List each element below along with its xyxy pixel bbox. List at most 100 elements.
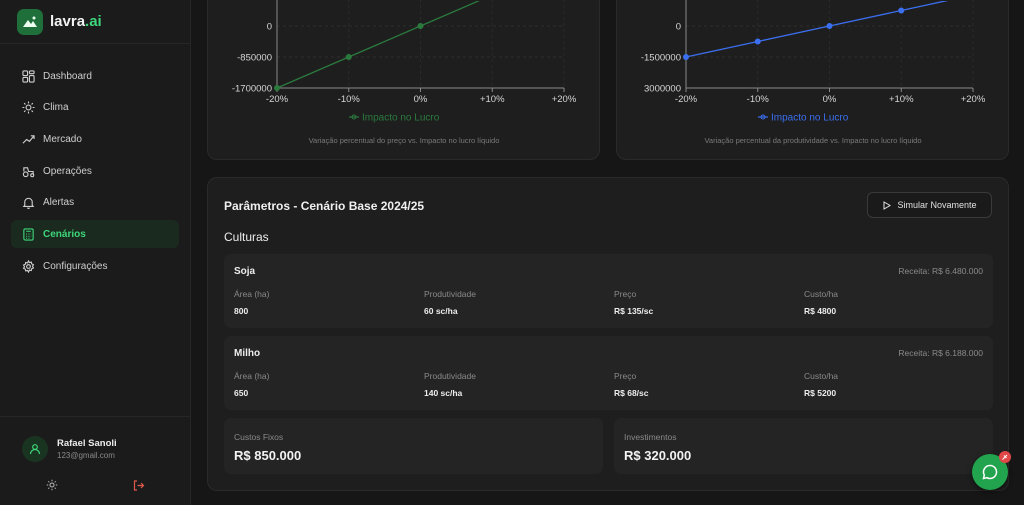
data-point [754,38,761,45]
price-value: R$ 68/sc [614,388,649,398]
sidebar-item-clima[interactable]: Clima [11,94,179,122]
sidebar-item-label: Mercado [43,133,82,145]
x-tick-label: +10% [480,94,505,105]
user-panel: Rafael Sanoli 123@gmail.com [0,416,190,505]
avatar [22,436,48,462]
x-tick-label: -10% [338,94,361,105]
parameters-title: Parâmetros - Cenário Base 2024/25 [224,199,425,213]
price-label: Preço [614,289,637,299]
fixed-costs-value: R$ 850.000 [234,448,302,463]
legend-label: Impacto no Lucro [771,113,849,124]
sidebar-item-alertas[interactable]: Alertas [11,189,179,217]
cost-per-ha-label: Custo/ha [804,289,839,299]
bell-icon [22,198,35,210]
sidebar-item-label: Operações [43,165,92,177]
y-tick-label: 3000000 [644,84,681,95]
productivity-label: Produtividade [424,289,476,299]
investments-value: R$ 320.000 [624,448,692,463]
data-point [898,7,905,14]
crop-revenue: Receita: R$ 6.188.000 [898,348,983,358]
brand[interactable]: lavra.ai [0,0,190,44]
cost-per-ha-value: R$ 4800 [804,306,837,316]
cultures-heading: Culturas [224,230,269,244]
y-tick-label: 0 [267,22,272,33]
crop-name: Soja [234,266,256,277]
productivity-sensitivity-chart: 3000000 -1500000 0 -20% -10% 0% +10% +20% Impact… [641,0,986,145]
sidebar-item-label: Configurações [43,260,108,272]
data-point [417,23,424,29]
price-value: R$ 135/sc [614,306,654,316]
x-tick-label: -20% [675,94,698,105]
crop-revenue: Receita: R$ 6.480.000 [898,266,983,276]
sidebar-item-mercado[interactable]: Mercado [11,125,179,153]
data-point [683,54,689,60]
parameters-card: Parâmetros - Cenário Base 2024/25 Simula… [207,177,1009,491]
sidebar-item-label: Cenários [43,228,86,240]
chart-caption: Variação percentual da produtividade vs.… [704,136,921,145]
y-tick-label: -850000 [237,53,272,64]
chart-caption: Variação percentual do preço vs. Impacto… [309,136,500,145]
productivity-sensitivity-card: 3000000 -1500000 0 -20% -10% 0% +10% +20% Impact… [616,0,1009,160]
y-tick-label: -1700000 [232,84,272,95]
sidebar-item-label: Dashboard [43,70,92,82]
cost-per-ha-label: Custo/ha [804,371,839,381]
gear-icon [22,259,35,273]
legend-swatch-dot [351,114,357,120]
sidebar-item-cenarios[interactable]: Cenários [11,220,179,249]
y-tick-label: -1500000 [641,53,681,64]
sidebar-item-operacoes[interactable]: Operações [11,157,179,185]
sun-icon [22,101,35,114]
sidebar-item-configuracoes[interactable]: Configurações [11,252,179,280]
x-tick-label: +20% [961,94,986,105]
dashboard-icon [22,69,35,83]
crop-name: Milho [234,348,261,359]
investments-box: Investimentos R$ 320.000 [614,418,993,474]
logout-icon[interactable] [132,479,145,492]
data-point [274,85,280,91]
data-point [826,23,833,29]
legend-swatch-dot [760,114,766,120]
fixed-costs-label: Custos Fixos [234,432,284,442]
crop-card-soja: Soja Receita: R$ 6.480.000 Área (ha) 800 … [224,254,993,328]
x-tick-label: 0% [414,94,428,105]
crop-card-milho: Milho Receita: R$ 6.188.000 Área (ha) 650… [224,336,993,410]
trend-icon [22,135,35,144]
y-tick-label: 0 [676,22,681,33]
play-icon [883,200,892,210]
productivity-value: 60 sc/ha [424,306,458,316]
cost-per-ha-value: R$ 5200 [804,388,837,398]
area-label: Área (ha) [234,371,270,381]
data-point [345,54,352,60]
chat-bubble-icon [982,464,998,480]
sidebar-nav: Dashboard Clima Mercado Operações Alerta… [0,44,190,280]
fixed-costs-box: Custos Fixos R$ 850.000 [224,418,603,474]
sidebar-item-dashboard[interactable]: Dashboard [11,62,179,90]
sidebar-item-label: Alertas [43,197,75,209]
simulate-again-button[interactable]: Simular Novamente [867,192,992,218]
x-tick-label: 0% [823,94,837,105]
price-sensitivity-chart: -1700000 -850000 0 -20% -10% 0% +10% +20% Impact… [232,0,577,145]
sidebar-item-label: Clima [43,102,69,114]
x-tick-label: -20% [266,94,289,105]
price-sensitivity-card: -1700000 -850000 0 -20% -10% 0% +10% +20% Impact… [207,0,600,160]
user-icon [29,444,41,455]
area-label: Área (ha) [234,289,270,299]
theme-toggle-sun-icon[interactable] [46,479,58,491]
x-tick-label: +10% [889,94,914,105]
legend-label: Impacto no Lucro [362,113,440,124]
mountain-logo-icon [17,8,43,35]
productivity-label: Produtividade [424,371,476,381]
user-email: 123@gmail.com [57,451,115,460]
investments-label: Investimentos [624,432,677,442]
plug-icon [999,451,1011,463]
sidebar: lavra.ai Dashboard Clima Mercado Operaçõ… [0,0,191,505]
area-value: 800 [234,306,249,316]
tractor-icon [22,166,35,177]
productivity-value: 140 sc/ha [424,388,463,398]
user-name: Rafael Sanoli [57,438,117,449]
brand-name: lavra.ai [50,13,102,30]
area-value: 650 [234,388,249,398]
price-label: Preço [614,371,637,381]
user-profile[interactable]: Rafael Sanoli 123@gmail.com [22,436,117,462]
